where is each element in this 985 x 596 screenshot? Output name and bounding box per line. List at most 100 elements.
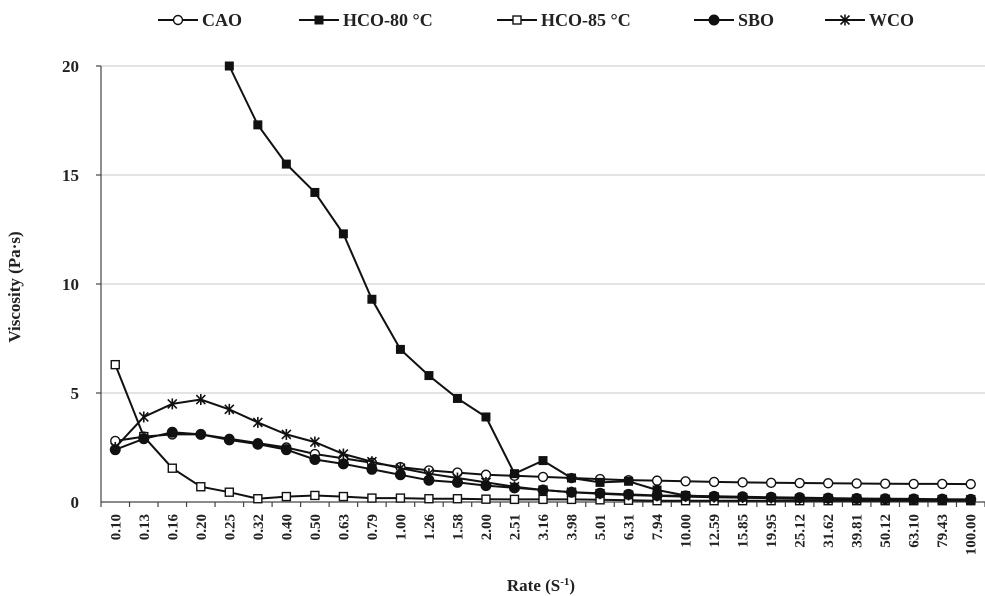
x-tick-label: 0.50 bbox=[308, 514, 324, 540]
legend-item-wco: WCO bbox=[825, 10, 914, 30]
data-point-hco-85-c bbox=[481, 494, 491, 504]
x-tick-label: 100.00 bbox=[964, 514, 980, 555]
data-point-wco bbox=[709, 491, 720, 503]
legend-marker bbox=[172, 14, 184, 26]
data-point-hco-80-c bbox=[395, 344, 405, 354]
data-point-hco-80-c bbox=[509, 469, 519, 479]
data-point-wco bbox=[423, 468, 435, 480]
data-point-hco-80-c bbox=[538, 456, 548, 466]
legend-layer: CAO HCO-80 °C HCO-85 °C SBO WCO bbox=[158, 10, 914, 30]
data-point-wco bbox=[195, 394, 206, 406]
y-tick-label: 10 bbox=[62, 275, 79, 294]
x-tick-label: 12.59 bbox=[707, 514, 723, 548]
data-point-hco-85-c bbox=[338, 491, 349, 502]
x-tick-label: 0.25 bbox=[222, 514, 238, 540]
x-tick-label: 3.16 bbox=[536, 514, 552, 541]
data-point-cao bbox=[908, 478, 919, 490]
x-tick-label: 0.79 bbox=[365, 514, 381, 540]
axis-layer: 0 5 10 15 20 0.10 0.13 0.16 0.20 0.25 0.32 0.40 0.50… bbox=[62, 57, 985, 555]
series-line-hco-80-c bbox=[228, 65, 971, 501]
data-point-wco bbox=[281, 428, 292, 440]
data-point-wco bbox=[823, 493, 834, 505]
x-tick-label: 0.40 bbox=[279, 514, 295, 540]
data-point-wco bbox=[794, 493, 805, 505]
x-tick-label: 0.16 bbox=[165, 514, 181, 541]
data-point-wco bbox=[594, 488, 606, 500]
legend-label: HCO-80 °C bbox=[343, 10, 433, 30]
legend-label: SBO bbox=[738, 10, 774, 30]
data-point-wco bbox=[651, 490, 663, 502]
data-point-wco bbox=[224, 403, 235, 415]
data-point-sbo bbox=[309, 453, 321, 465]
x-axis-title: Rate (S-1) bbox=[507, 576, 575, 595]
data-point-hco-85-c bbox=[395, 493, 406, 503]
data-point-cao bbox=[651, 475, 663, 486]
data-point-hco-85-c bbox=[538, 494, 548, 505]
legend-marker bbox=[839, 14, 851, 26]
y-tick-label: 0 bbox=[71, 493, 80, 512]
data-point-wco bbox=[252, 416, 263, 428]
data-point-wco bbox=[366, 456, 377, 468]
x-tick-label: 39.81 bbox=[850, 514, 866, 548]
y-axis-title: Viscosity (Pa·s) bbox=[5, 231, 24, 342]
x-tick-label: 79.43 bbox=[935, 514, 951, 548]
legend-marker bbox=[708, 14, 720, 26]
data-point-hco-85-c bbox=[196, 482, 206, 492]
x-axis-title-superscript: -1 bbox=[560, 576, 569, 588]
legend-label: CAO bbox=[202, 10, 242, 30]
data-point-cao bbox=[937, 478, 948, 490]
data-point-cao bbox=[794, 477, 805, 489]
data-point-wco bbox=[908, 493, 919, 505]
data-point-sbo bbox=[280, 444, 292, 456]
x-tick-label: 63.10 bbox=[907, 514, 923, 548]
legend-item-cao: CAO bbox=[158, 10, 242, 30]
data-point-wco bbox=[965, 494, 976, 506]
x-tick-label: 15.85 bbox=[736, 514, 752, 548]
data-point-wco bbox=[452, 472, 463, 484]
legend-item-hco-80-c: HCO-80 °C bbox=[299, 10, 433, 30]
y-tick-label: 5 bbox=[71, 384, 80, 403]
data-point-sbo bbox=[337, 458, 349, 470]
data-point-cao bbox=[737, 477, 748, 488]
x-tick-label: 5.01 bbox=[593, 514, 609, 540]
data-point-hco-80-c bbox=[595, 477, 605, 487]
legend-item-sbo: SBO bbox=[694, 10, 774, 30]
data-point-hco-80-c bbox=[567, 473, 577, 483]
x-tick-label: 19.95 bbox=[764, 514, 780, 548]
x-tick-label: 0.10 bbox=[108, 514, 124, 540]
data-point-cao bbox=[765, 477, 777, 489]
data-point-hco-85-c bbox=[281, 491, 292, 502]
data-point-sbo bbox=[252, 438, 264, 450]
data-point-hco-85-c bbox=[310, 490, 320, 501]
data-point-hco-80-c bbox=[224, 61, 234, 71]
x-tick-label: 6.31 bbox=[622, 514, 638, 540]
data-point-cao bbox=[708, 476, 720, 488]
x-axis-title-suffix: ) bbox=[569, 576, 575, 595]
data-point-hco-80-c bbox=[253, 120, 263, 130]
data-point-hco-85-c bbox=[452, 494, 463, 504]
data-point-wco bbox=[309, 436, 320, 448]
data-point-wco bbox=[680, 491, 691, 503]
data-point-wco bbox=[766, 492, 777, 504]
legend-item-hco-85-c: HCO-85 °C bbox=[497, 10, 631, 30]
data-point-wco bbox=[851, 493, 862, 505]
data-point-cao bbox=[851, 478, 862, 489]
x-tick-label: 50.12 bbox=[878, 514, 894, 548]
y-tick-label: 15 bbox=[62, 166, 79, 185]
data-point-cao bbox=[680, 476, 691, 487]
data-point-hco-80-c bbox=[310, 187, 320, 197]
data-point-wco bbox=[480, 476, 492, 488]
series-layer bbox=[109, 61, 977, 506]
data-point-hco-80-c bbox=[424, 371, 434, 381]
data-point-sbo bbox=[138, 433, 150, 445]
data-point-wco bbox=[110, 442, 121, 453]
x-tick-label: 1.58 bbox=[450, 514, 466, 540]
x-tick-label: 3.98 bbox=[565, 514, 581, 540]
grid-layer bbox=[101, 65, 985, 394]
data-point-hco-80-c bbox=[338, 229, 348, 239]
series-wco bbox=[110, 394, 976, 506]
x-tick-label: 2.00 bbox=[479, 514, 495, 540]
data-point-hco-85-c bbox=[367, 493, 377, 503]
